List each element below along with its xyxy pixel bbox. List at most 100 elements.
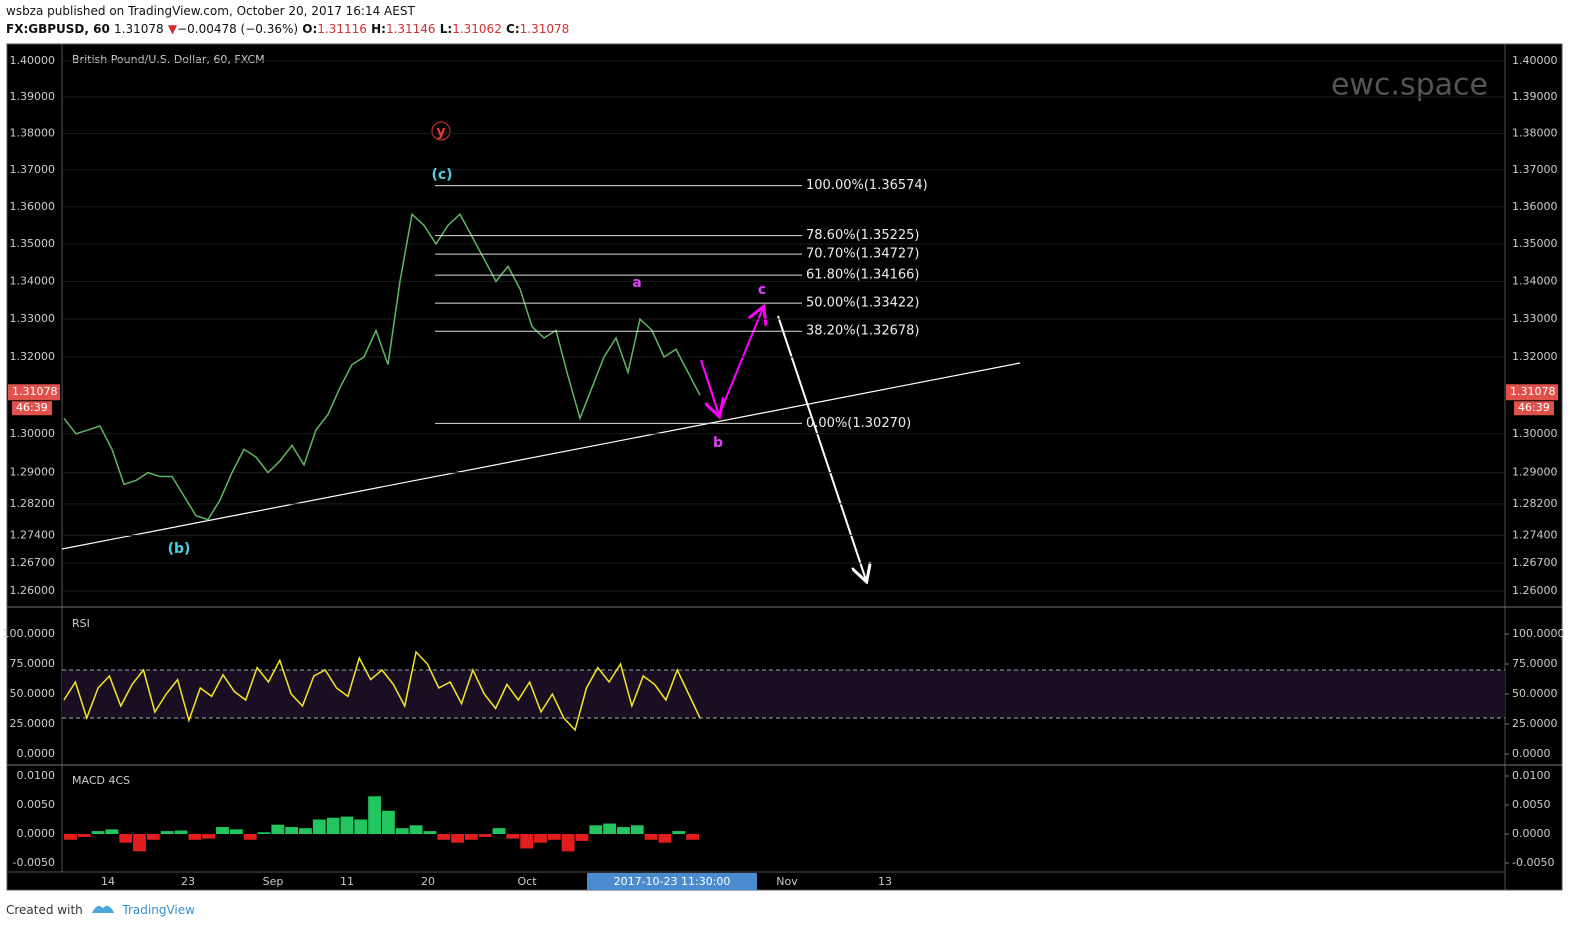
label: H: [371,22,386,36]
macd-bar [229,829,243,834]
footer-brand[interactable]: TradingView [122,903,195,917]
macd-bar [589,825,603,834]
y-tick-label: 50.0000 [10,687,56,700]
timer-label: 46:39 [16,401,48,414]
macd-bar [382,810,395,834]
fib-label: 61.80%(1.34166) [806,268,919,283]
macd-bar [672,831,686,834]
pane-title: British Pound/U.S. Dollar, 60, FXCM [72,53,265,66]
macd-bar [188,834,202,840]
y-tick-label: -0.0050 [1512,856,1554,869]
y-tick-label: 1.26000 [10,584,56,597]
fib-label: 70.70%(1.34727) [806,247,919,262]
chart-bg [6,43,1563,891]
macd-bar [409,825,423,834]
crosshair-label: 2017-10-23 11:30:00 [614,875,731,888]
macd-bar [437,834,451,840]
macd-bar [547,834,561,840]
macd-bar [105,829,119,834]
crosshair-tag [587,873,757,890]
macd-bar [464,834,478,840]
logo [91,905,114,913]
macd-bar [506,834,520,839]
y-tick-label: 1.38000 [1512,126,1558,139]
footer-text: Created with [6,903,83,917]
price-line [63,212,701,521]
y-tick-label: 1.28200 [10,497,56,510]
macd-bar [312,819,326,834]
macd-bar [243,834,257,840]
y-tick-label: 1.29000 [10,466,56,479]
y-tick-label: 1.35000 [1512,237,1558,250]
macd-bar [271,824,285,834]
y-tick-label: 0.0050 [1512,798,1551,811]
ohlc-line: FX:GBPUSD, 60 1.31078 ▼−0.00478 (−0.36%)… [6,22,569,36]
macd-bar [603,823,617,834]
y-tick-label: 75.0000 [10,657,56,670]
y-tick-label: 75.0000 [1512,657,1558,670]
y-tick-label: 1.32000 [10,350,56,363]
x-tick-label: Oct [517,875,537,888]
y-tick-label: 1.26000 [1512,584,1558,597]
macd-bar [119,834,133,843]
price-tag-label: 1.31078 [1510,385,1556,398]
wave-label: (b) [168,541,191,557]
header-line: wsbza published on TradingView.com, Octo… [6,4,415,18]
y-tick-label: 1.27400 [10,528,56,541]
macd-bar [451,834,464,843]
y-tick-label: 25.0000 [1512,717,1558,730]
macd-bar [299,828,312,834]
macd-bar [326,817,340,834]
x-tick-label: 23 [181,875,195,888]
y-tick-label: 1.30000 [1512,427,1558,440]
macd-bar [478,834,492,837]
y-tick-label: 1.36000 [1512,200,1558,213]
timer-tag [1514,401,1554,416]
y-tick-label: 1.29000 [1512,466,1558,479]
arrow: ▼ [167,22,178,36]
macd-bar [340,816,354,834]
x-tick-label: 14 [101,875,115,888]
y-tick-label: 1.34000 [1512,274,1558,287]
price-tag [8,384,60,401]
pane-title: RSI [72,617,90,630]
macd-bar [561,834,575,852]
x-tick-label: 11 [340,875,354,888]
label: C: [506,22,520,36]
macd-bar [395,828,409,834]
macd-bar [77,834,91,837]
macd-bar [686,834,699,840]
close: 1.31078 [519,22,570,36]
macd-bar [285,827,299,834]
pane-title: MACD 4CS [72,774,130,787]
y-tick-label: 1.40000 [1512,54,1558,67]
x-tick-label: 20 [421,875,435,888]
y-tick-label: 1.33000 [1512,312,1558,325]
projection-arrow [700,359,719,415]
macd-bar [575,834,589,841]
timer-label: 46:39 [1518,401,1550,414]
price-tag [1506,384,1558,401]
last: 1.31078 [114,22,164,36]
y-tick-label: 1.27400 [1512,528,1558,541]
y-tick-label: 0.0100 [1512,769,1551,782]
fib-label: 100.00%(1.36574) [806,178,928,193]
published: wsbza published on TradingView.com, Octo… [6,4,415,18]
x-tick-label: Sep [263,875,284,888]
macd-bar [423,831,437,834]
macd-bar [91,831,105,834]
y-tick-label: 1.34000 [10,274,56,287]
y-tick-label: 1.26700 [1512,556,1558,569]
y-tick-label: 0.0100 [17,769,56,782]
macd-bar [644,834,658,840]
y-tick-label: 1.35000 [10,237,56,250]
label: O: [302,22,318,36]
macd-bar [257,832,271,834]
macd-bar [174,830,188,834]
x-tick-label: 13 [878,875,892,888]
macd-bar [630,825,644,834]
macd-bar [64,834,77,840]
wave-circle [431,121,451,141]
y-tick-label: 0.0000 [17,747,56,760]
